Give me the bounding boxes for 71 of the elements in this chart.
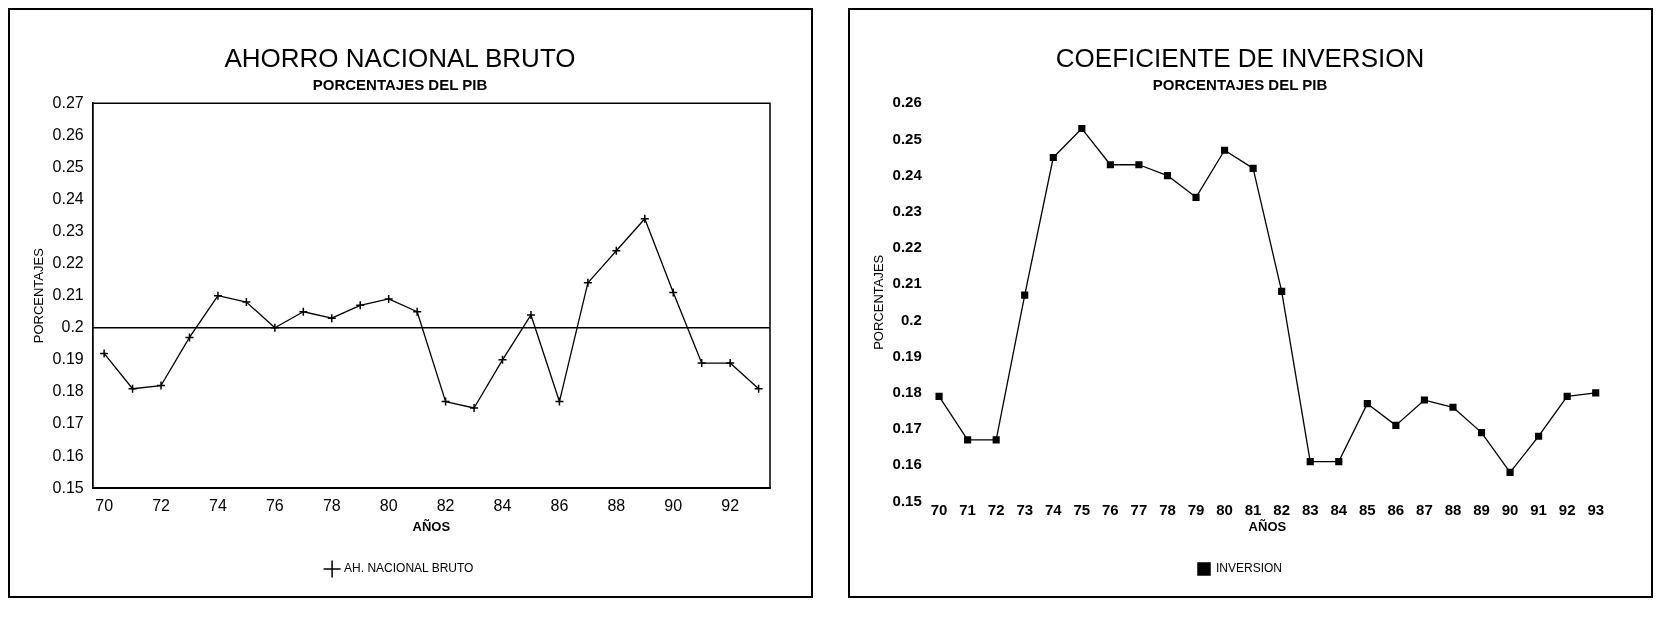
x-tick-label: 75 [1073, 500, 1091, 518]
y-tick-label: 0.22 [52, 254, 84, 272]
legend-label: AH. NACIONAL BRUTO [344, 561, 474, 576]
x-axis-title: AÑOS [1248, 518, 1287, 534]
y-tick-label: 0.16 [52, 446, 84, 464]
x-tick-label: 73 [1016, 500, 1034, 518]
x-axis-title: AÑOS [412, 518, 451, 534]
x-tick-label: 76 [1102, 500, 1119, 518]
x-tick-label: 86 [550, 497, 569, 515]
y-tick-label: 0.24 [52, 189, 84, 207]
chart-subtitle: PORCENTAJES DEL PIB [312, 76, 488, 94]
x-tick-label: 90 [664, 497, 683, 515]
x-tick-label: 84 [1330, 500, 1348, 518]
chart-title: AHORRO NACIONAL BRUTO [224, 42, 576, 73]
y-tick-label: 0.15 [892, 491, 922, 509]
y-tick-label: 0.25 [892, 129, 922, 147]
y-tick-label: 0.21 [52, 286, 84, 304]
y-tick-label: 0.22 [892, 238, 922, 256]
x-tick-label: 89 [1473, 500, 1490, 518]
x-tick-label: 91 [1530, 500, 1547, 518]
x-tick-label: 77 [1130, 500, 1148, 518]
y-tick-label: 0.26 [892, 93, 922, 111]
y-tick-label: 0.19 [892, 346, 922, 364]
y-tick-label: 0.17 [892, 419, 922, 437]
y-axis-title: PORCENTAJES [31, 247, 47, 344]
y-tick-label: 0.18 [892, 382, 922, 400]
x-tick-label: 86 [1387, 500, 1405, 518]
y-tick-label: 0.2 [900, 310, 922, 328]
y-tick-label: 0.17 [52, 414, 84, 432]
y-tick-label: 0.18 [52, 382, 84, 400]
y-axis-title: PORCENTAJES [871, 254, 887, 350]
chart-subtitle: PORCENTAJES DEL PIB [1152, 76, 1328, 94]
x-tick-label: 90 [1501, 500, 1519, 518]
x-tick-label: 78 [1159, 500, 1176, 518]
y-tick-label: 0.15 [52, 478, 84, 496]
x-tick-label: 82 [1273, 500, 1291, 518]
x-tick-label: 79 [1187, 500, 1205, 518]
x-tick-label: 80 [1216, 500, 1233, 518]
y-tick-label: 0.23 [52, 221, 84, 239]
x-tick-label: 70 [930, 500, 948, 518]
y-tick-label: 0.23 [892, 201, 922, 219]
y-tick-label: 0.25 [52, 157, 84, 175]
y-tick-label: 0.16 [892, 455, 922, 473]
y-tick-label: 0.19 [52, 350, 84, 368]
y-tick-label: 0.26 [52, 125, 84, 143]
x-tick-label: 81 [1244, 500, 1262, 518]
x-tick-label: 76 [265, 497, 284, 515]
x-tick-label: 74 [1044, 500, 1063, 518]
y-tick-label: 0.24 [892, 165, 923, 183]
x-tick-label: 72 [987, 500, 1005, 518]
x-tick-label: 87 [1416, 500, 1433, 518]
x-tick-label: 80 [379, 497, 398, 515]
x-tick-label: 92 [721, 497, 740, 515]
x-tick-label: 70 [95, 497, 114, 515]
x-tick-label: 82 [436, 497, 455, 515]
x-tick-label: 72 [152, 497, 171, 515]
x-tick-label: 88 [607, 497, 626, 515]
x-tick-label: 88 [1444, 500, 1462, 518]
x-tick-label: 74 [209, 497, 227, 515]
x-tick-label: 78 [322, 497, 341, 515]
x-tick-label: 92 [1558, 500, 1576, 518]
chart-title: COEFICIENTE DE INVERSION [1055, 42, 1425, 73]
y-tick-label: 0.27 [52, 93, 84, 111]
x-tick-label: 71 [959, 500, 976, 518]
x-tick-label: 83 [1301, 500, 1319, 518]
x-tick-label: 93 [1587, 500, 1605, 518]
legend-label: INVERSION [1215, 561, 1283, 576]
x-tick-label: 84 [493, 497, 512, 515]
x-tick-label: 85 [1358, 500, 1376, 518]
y-tick-label: 0.2 [61, 318, 84, 336]
y-tick-label: 0.21 [892, 274, 922, 292]
